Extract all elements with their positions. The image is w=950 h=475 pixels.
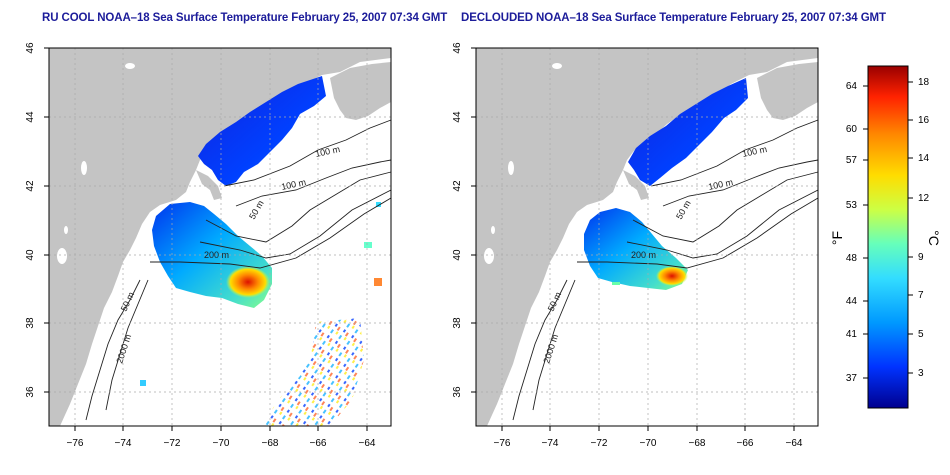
- celsius-unit-label: °C: [926, 230, 942, 246]
- sst-fleck: [376, 202, 381, 207]
- map-panel-right: 100 m 100 m 50 m 200 m 50 m 2000 m −76 −…: [452, 42, 819, 449]
- fahrenheit-tick-label: 44: [846, 296, 858, 307]
- y-tick-label: 44: [25, 111, 36, 123]
- land-mass: [49, 48, 391, 426]
- panel-title-left: RU COOL NOAA–18 Sea Surface Temperature …: [42, 12, 448, 24]
- celsius-tick-label: 18: [918, 77, 930, 88]
- fahrenheit-tick-label: 60: [846, 124, 858, 135]
- x-tick-label: −68: [262, 438, 279, 449]
- x-tick-label: −66: [310, 438, 327, 449]
- y-tick-label: 38: [452, 317, 463, 329]
- sst-gulf-of-maine: [628, 78, 748, 186]
- lake: [125, 63, 135, 69]
- sst-fleck: [612, 282, 620, 285]
- x-tick-label: −70: [213, 438, 230, 449]
- axis-ticks: [44, 47, 368, 431]
- bathymetry-contours: [512, 119, 819, 421]
- y-tick-label: 42: [452, 180, 463, 192]
- lake: [508, 161, 514, 175]
- fahrenheit-tick-label: 64: [846, 81, 858, 92]
- y-tick-label: 36: [452, 386, 463, 398]
- x-tick-label: −76: [67, 438, 84, 449]
- x-tick-label: −64: [786, 438, 803, 449]
- celsius-tick-label: 9: [918, 252, 924, 263]
- depth-label: 200 m: [204, 250, 229, 260]
- depth-label: 200 m: [631, 250, 656, 260]
- celsius-tick-label: 5: [918, 329, 924, 340]
- x-tick-label: −68: [689, 438, 706, 449]
- fahrenheit-tick-label: 48: [846, 253, 858, 264]
- x-tick-label: −74: [115, 438, 132, 449]
- fahrenheit-tick-label: 41: [846, 329, 858, 340]
- colorbar-ticks: [863, 81, 913, 379]
- y-tick-label: 36: [25, 386, 36, 398]
- lake: [491, 226, 495, 234]
- land-capecod: [623, 170, 649, 200]
- x-tick-label: −76: [494, 438, 511, 449]
- celsius-tick-label: 3: [918, 368, 924, 379]
- land-mass: [476, 48, 818, 426]
- fahrenheit-tick-label: 57: [846, 155, 858, 166]
- land-capecod: [196, 170, 222, 200]
- colorbar: 64 60 57 53 48 44 41 37 18 16 14 12 9 7 …: [829, 65, 942, 409]
- land-novascotia: [330, 62, 391, 120]
- sst-fleck: [364, 242, 372, 248]
- map-panel-left: 100 m 100 m 50 m 200 m 50 m 2000 m −76 −…: [25, 42, 392, 449]
- map-frame: [48, 47, 392, 427]
- lake: [484, 248, 494, 264]
- y-tick-label: 40: [25, 249, 36, 261]
- celsius-tick-label: 16: [918, 115, 930, 126]
- x-tick-label: −72: [164, 438, 181, 449]
- x-tick-label: −66: [737, 438, 754, 449]
- colorbar-gradient: [867, 65, 909, 409]
- sst-gulf-of-maine: [198, 76, 326, 186]
- sst-fleck: [140, 380, 146, 386]
- x-tick-label: −74: [542, 438, 559, 449]
- map-frame: [475, 47, 819, 427]
- lake: [64, 226, 68, 234]
- sst-fleck: [374, 278, 382, 286]
- lake: [57, 248, 67, 264]
- y-tick-label: 38: [25, 317, 36, 329]
- y-tick-label: 46: [452, 42, 463, 54]
- celsius-tick-label: 14: [918, 153, 930, 164]
- y-tick-label: 40: [452, 249, 463, 261]
- fahrenheit-tick-label: 53: [846, 200, 858, 211]
- grid: [476, 48, 818, 426]
- x-tick-label: −70: [640, 438, 657, 449]
- fahrenheit-unit-label: °F: [829, 231, 845, 245]
- fahrenheit-tick-label: 37: [846, 373, 858, 384]
- x-tick-label: −64: [359, 438, 376, 449]
- lake: [552, 63, 562, 69]
- y-tick-label: 44: [452, 111, 463, 123]
- sst-warm-core: [226, 266, 270, 298]
- celsius-tick-label: 12: [918, 193, 930, 204]
- y-tick-label: 42: [25, 180, 36, 192]
- sst-noise: [262, 318, 364, 426]
- grid: [49, 48, 391, 426]
- panel-title-right: DECLOUDED NOAA–18 Sea Surface Temperatur…: [461, 12, 886, 24]
- celsius-tick-label: 7: [918, 290, 924, 301]
- land-novascotia: [757, 62, 818, 120]
- axis-ticks: [471, 47, 795, 431]
- x-tick-label: −72: [591, 438, 608, 449]
- sst-warm-core: [656, 266, 688, 286]
- y-tick-label: 46: [25, 42, 36, 54]
- lake: [81, 161, 87, 175]
